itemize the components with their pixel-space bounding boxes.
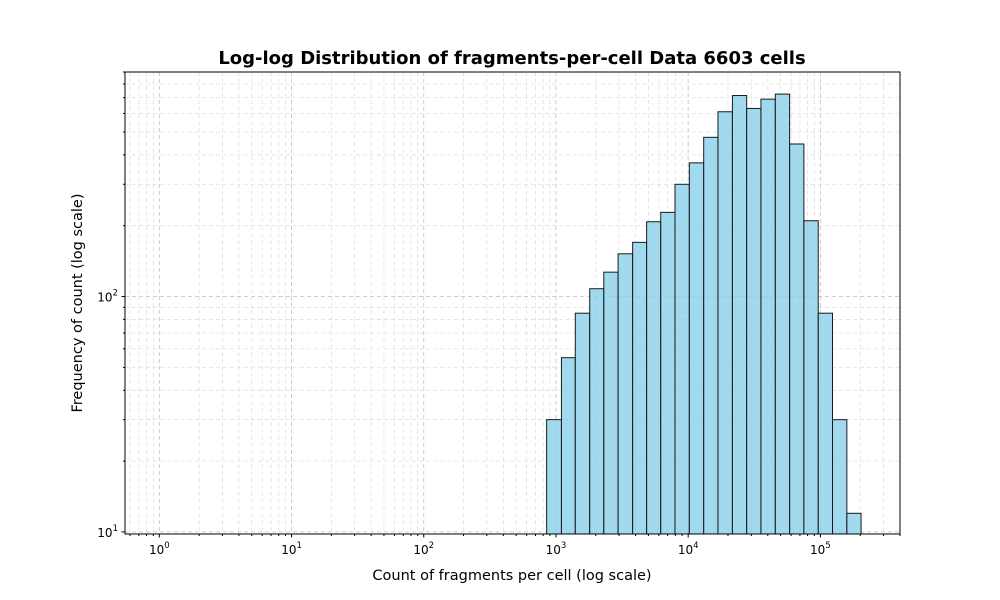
x-tick-label: 104 [678,541,699,557]
histogram-bar [803,220,819,535]
histogram-bar [731,95,748,535]
histogram-bar [589,288,605,535]
y-tick-label: 101 [97,524,118,540]
y-tick-label: 102 [97,289,118,305]
plot-frame [124,71,901,535]
histogram-bar [674,183,690,535]
histogram-bar [774,93,791,535]
histogram-bar [603,271,619,535]
histogram-bar [660,211,676,535]
histogram-bar [632,241,648,535]
histogram-bar [703,136,719,535]
x-tick-label: 100 [149,541,170,557]
histogram-bar [546,419,562,535]
bars-layer [546,93,862,535]
histogram-bar [617,253,634,535]
x-tick-label: 103 [546,541,567,557]
histogram-bar [574,312,591,535]
histogram-bar [846,512,862,535]
histogram-bar [746,107,762,535]
histogram-bar [646,221,662,535]
histogram-bar [760,98,776,535]
histogram-bar [688,162,705,535]
histogram-bar [560,357,576,535]
histogram-bar [717,111,733,535]
ticks-layer: 100 101 102 103 104 105 101 102 [97,71,901,557]
x-axis-label: Count of fragments per cell (log scale) [372,568,651,584]
histogram-bar [789,143,805,535]
histogram-bar [817,312,834,535]
histogram-bar [832,419,848,535]
chart-title: Log-log Distribution of fragments-per-ce… [218,48,805,69]
y-axis-label: Frequency of count (log scale) [70,193,86,412]
x-tick-label: 105 [810,541,831,557]
x-tick-label: 101 [281,541,302,557]
x-tick-label: 102 [413,541,434,557]
